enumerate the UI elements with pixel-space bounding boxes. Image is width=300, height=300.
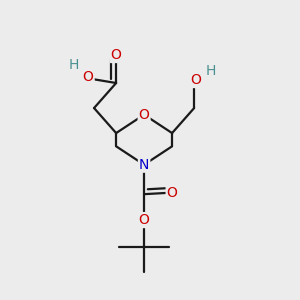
Text: O: O — [111, 48, 122, 62]
Text: H: H — [68, 58, 79, 72]
Text: O: O — [83, 70, 94, 84]
Text: H: H — [205, 64, 215, 78]
Text: O: O — [190, 73, 201, 87]
Text: O: O — [139, 213, 149, 227]
Text: N: N — [139, 158, 149, 172]
Text: O: O — [167, 186, 178, 200]
Text: O: O — [139, 108, 149, 122]
